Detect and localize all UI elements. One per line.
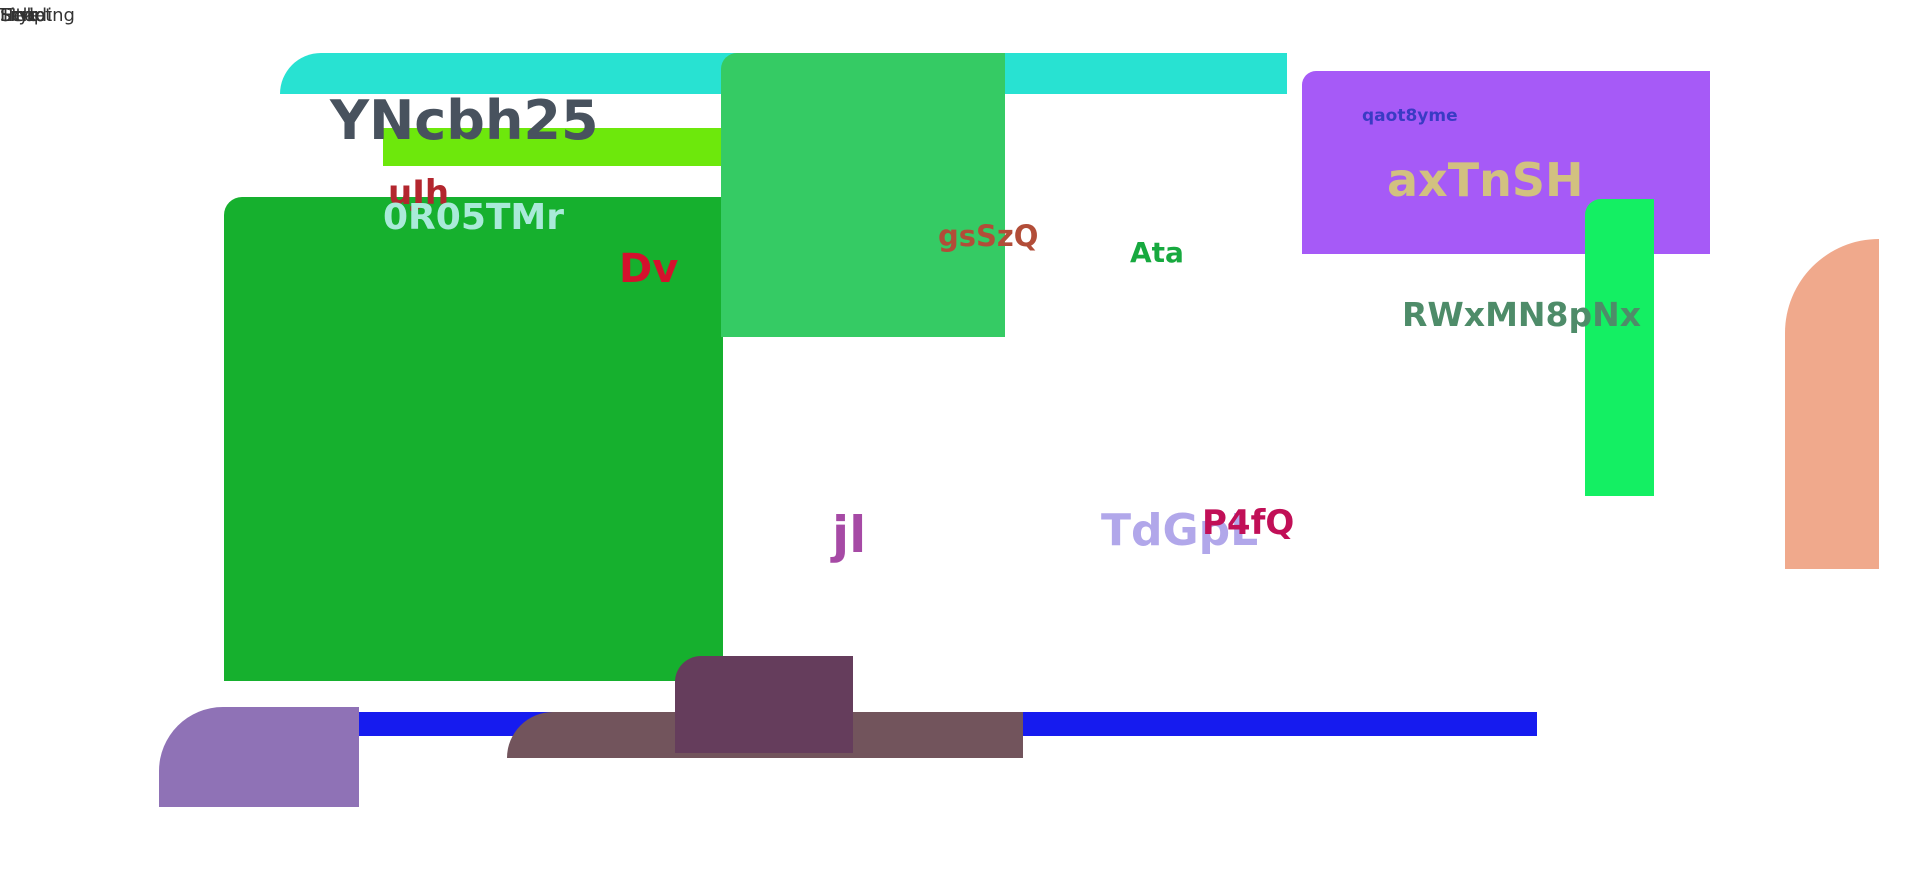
label-qaot8yme: qaot8yme <box>1362 106 1458 126</box>
label-p4fq: P4fQ <box>1202 503 1295 543</box>
label-0r05tmr: 0R05TMr <box>383 197 565 238</box>
label-ata: Ata <box>1130 236 1184 269</box>
lime-bar <box>383 128 723 166</box>
bright-green-vertical-bar <box>1585 199 1654 496</box>
top-note-heading: Heading <box>0 5 75 26</box>
top-left-stacked-text: Script Style Title Heading Link <box>0 7 90 29</box>
top-note-title: Title <box>0 5 39 26</box>
label-ujh: uJh <box>388 173 450 213</box>
salmon-arch <box>1785 239 1879 569</box>
large-green-block <box>224 197 723 681</box>
lavender-block <box>159 707 359 807</box>
plum-block <box>675 656 853 753</box>
label-yncbh25: YNcbh25 <box>330 89 599 152</box>
label-axtnsh: axTnSH <box>1387 153 1584 207</box>
mid-green-block <box>721 53 1005 337</box>
label-tdgpl: TdGpL <box>1101 505 1259 556</box>
top-note-link: Link <box>0 5 37 26</box>
label-dv: Dv <box>619 246 679 292</box>
label-jl: jl <box>832 506 867 564</box>
top-note-script: Script <box>0 5 53 26</box>
label-rwxmn8pnx: RWxMN8pNx <box>1402 295 1642 334</box>
top-note-style: Style <box>0 5 46 26</box>
label-gsszq: gsSzQ <box>938 219 1039 253</box>
